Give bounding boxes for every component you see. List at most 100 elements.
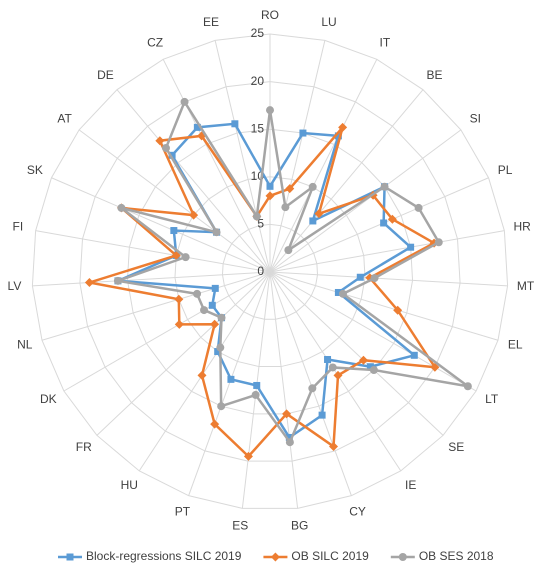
category-label: MT	[517, 279, 535, 293]
spoke	[269, 177, 489, 273]
category-label: BE	[427, 68, 443, 82]
category-label: IT	[380, 35, 391, 49]
marker	[266, 182, 274, 190]
marker	[270, 552, 280, 562]
marker	[380, 182, 389, 191]
marker	[334, 132, 342, 140]
marker	[227, 375, 235, 383]
marker	[174, 319, 184, 329]
legend-label: OB SES 2018	[419, 549, 494, 563]
marker	[66, 553, 74, 561]
marker	[253, 381, 261, 389]
marker	[214, 348, 222, 356]
category-label: FR	[76, 440, 92, 454]
marker	[414, 203, 423, 212]
marker	[398, 553, 407, 561]
marker	[251, 390, 260, 399]
marker	[285, 433, 293, 441]
grid-ring	[31, 33, 509, 509]
grid-ring	[79, 81, 461, 462]
marker	[407, 243, 415, 251]
category-label: LV	[8, 279, 22, 293]
category-label: ES	[232, 518, 248, 532]
marker	[193, 289, 202, 298]
marker	[200, 306, 209, 315]
spoke	[63, 271, 271, 392]
series-line	[117, 122, 417, 440]
category-label: SK	[27, 163, 43, 177]
marker	[328, 441, 338, 451]
category-label: AT	[57, 111, 72, 125]
category-label: SI	[470, 111, 481, 125]
marker	[369, 365, 378, 374]
marker	[366, 363, 374, 371]
grid-ring	[221, 223, 319, 320]
spoke	[96, 271, 271, 436]
marker	[265, 191, 275, 201]
spoke	[269, 271, 499, 341]
spoke	[269, 271, 444, 436]
category-label: CY	[349, 505, 366, 519]
spoke	[269, 59, 378, 273]
spoke	[269, 271, 352, 496]
marker	[338, 122, 348, 132]
marker	[181, 253, 190, 262]
spoke	[32, 271, 271, 287]
spoke	[269, 271, 508, 287]
marker	[284, 246, 293, 255]
marker	[197, 370, 207, 380]
category-label: CZ	[147, 35, 163, 49]
marker	[117, 203, 126, 212]
marker	[387, 214, 397, 224]
marker	[434, 238, 443, 247]
spoke	[116, 89, 271, 273]
legend-label: Block-regressions SILC 2019	[86, 549, 242, 563]
marker	[318, 411, 326, 419]
category-label: DE	[97, 68, 114, 82]
marker	[216, 343, 225, 352]
category-label: DK	[40, 392, 57, 406]
spoke	[269, 129, 462, 273]
spoke	[269, 271, 477, 392]
marker	[211, 284, 219, 292]
marker	[314, 209, 324, 219]
marker	[308, 384, 317, 393]
legend-label: OB SILC 2019	[291, 549, 369, 563]
marker	[299, 129, 307, 137]
marker	[174, 294, 184, 304]
category-label: LU	[321, 15, 336, 29]
marker	[266, 106, 274, 115]
marker	[324, 355, 332, 363]
spoke	[269, 230, 505, 273]
category-label: SE	[448, 440, 464, 454]
marker	[380, 219, 388, 227]
marker	[410, 351, 418, 359]
category-label: EL	[508, 338, 523, 352]
spoke	[241, 271, 271, 509]
marker	[189, 210, 199, 220]
marker	[217, 402, 226, 411]
spoke	[138, 271, 271, 472]
marker	[212, 228, 221, 237]
marker	[393, 305, 403, 315]
category-label: EE	[203, 15, 219, 29]
marker	[84, 278, 94, 288]
marker	[210, 319, 220, 329]
marker	[285, 184, 295, 194]
spoke	[51, 177, 271, 273]
category-label: HU	[121, 478, 138, 492]
r-tick-label: 5	[257, 217, 264, 231]
marker	[338, 289, 347, 298]
spoke	[269, 271, 402, 472]
spoke	[35, 230, 271, 273]
series-line	[89, 126, 438, 459]
spoke	[78, 129, 271, 273]
category-label: IE	[405, 478, 416, 492]
r-tick-label: 0	[257, 264, 264, 278]
spoke	[214, 40, 271, 273]
r-tick-label: 25	[251, 26, 265, 40]
marker	[463, 382, 472, 391]
r-tick-label: 20	[251, 74, 265, 88]
category-label: BG	[291, 518, 308, 532]
